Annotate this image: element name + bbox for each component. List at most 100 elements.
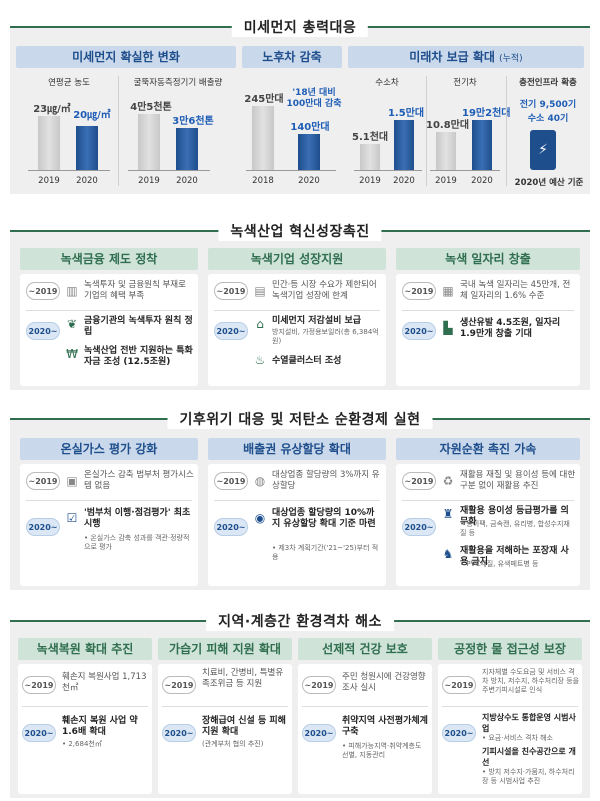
year: 2019 <box>38 176 60 186</box>
divider <box>118 76 119 186</box>
card-restoration: ~2019 훼손지 복원사업 1,713천㎡ 2020~ 훼손지 복원 사업 약… <box>18 664 152 794</box>
text: 대상업종 할당량의 3%까지 유상할당 <box>272 470 380 491</box>
card-water: ~2019 지자체별 수도요금 및 서비스 격차 방치, 저수지, 하수처리장 … <box>438 664 582 794</box>
bar <box>298 134 320 170</box>
year: 2019 <box>138 176 160 186</box>
bar <box>176 128 198 170</box>
text: 수열클러스터 조성 <box>272 356 342 366</box>
text: 재활용 용이성 등급평가를 의무화 <box>460 506 569 527</box>
text: 민간·등 시장 수요가 제한되어 녹색기업 성장에 한계 <box>272 280 377 301</box>
text: 훼손지 복원사업 1,713천㎡ <box>62 672 147 693</box>
section-title: 기후위기 대응 및 저탄소 순환경제 실현 <box>167 409 433 429</box>
card-company: ~2019 ▤ 민간·등 시장 수요가 제한되어 녹색기업 성장에 한계 202… <box>208 274 386 386</box>
divider <box>506 76 507 186</box>
monitor-icon: ▣ <box>66 474 78 488</box>
value: 1.5만대 <box>387 108 425 119</box>
tag-after: 2020~ <box>442 724 476 742</box>
value: 10.8만대 <box>426 120 470 131</box>
section-title: 녹색산업 혁신성장촉진 <box>218 221 382 241</box>
tag-after: 2020~ <box>162 724 196 742</box>
recycle-icon: ♻ <box>442 474 454 488</box>
tag-before: ~2019 <box>214 282 248 300</box>
tag-after: 2020~ <box>22 724 56 742</box>
tag-after: 2020~ <box>26 518 60 536</box>
chart-icon: ▦ <box>442 284 454 298</box>
tag-after: 2020~ <box>402 518 436 536</box>
card-humidifier: ~2019 치료비, 간병비, 특별유족조위금 등 지원 2020~ 장해급여 … <box>158 664 292 794</box>
tag-before: ~2019 <box>442 676 476 694</box>
text: 취약지역 사전평가체계 구축 <box>342 716 428 737</box>
tag-before: ~2019 <box>402 472 436 490</box>
header-future-label: 미래차 보급 확대 <box>409 50 495 64</box>
header-health: 선제적 건강 보호 <box>298 638 432 660</box>
section-title: 지역·계층간 환경격차 해소 <box>206 611 394 631</box>
header-future-car: 미래차 보급 확대 (누적) <box>348 46 584 68</box>
card-ghg: ~2019 ▣ 온실가스 감축 범부처 평가시스템 없음 2020~ ☑ '범부… <box>20 464 198 586</box>
year: 2019 <box>435 176 457 186</box>
h2-stations: 수소 40기 <box>527 114 569 124</box>
text: 방지설비, 가정용보일러(총 6,384억원) <box>272 328 379 345</box>
text: 지방상수도 통합운영 시범사업 <box>482 713 576 733</box>
barrier-icon: ▤ <box>254 284 266 298</box>
bar <box>76 126 98 170</box>
ev-chargers: 전기 9,500기 <box>519 100 577 110</box>
card-health: ~2019 주민 청원시에 건강영향 조사 실시 2020~ 취약지역 사전평가… <box>298 664 432 794</box>
text: 녹색투자 및 금융원칙 부재로 기업의 혜택 부족 <box>84 280 186 301</box>
header-green-jobs: 녹색 일자리 창출 <box>396 248 580 270</box>
text: • 온실가스 감축 성과를 객관·정량적으로 평가 <box>84 534 190 551</box>
text: 치료비, 간병비, 특별유족조위금 등 지원 <box>202 668 284 689</box>
text: • 2,684천㎡ <box>62 740 102 748</box>
text: 생산유발 4.5조원, 일자리 1.9만개 창출 기대 <box>460 318 561 339</box>
money-bag-icon: ◍ <box>254 474 266 488</box>
value: 23㎍/㎥ <box>33 104 71 115</box>
divider <box>426 76 427 186</box>
bar <box>360 144 380 170</box>
bar <box>252 106 274 170</box>
text: • 요금·서비스 격차 해소 <box>482 734 553 742</box>
text: 재활용을 저해하는 포장재 사용 금지 <box>460 546 569 567</box>
tag-before: ~2019 <box>26 472 60 490</box>
text: 녹색산업 전반 지원하는 특화자금 조성 (12.5조원) <box>84 346 193 367</box>
separator <box>214 310 380 311</box>
separator <box>442 706 578 707</box>
city-icon: ▙ <box>443 321 453 335</box>
year: 2020 <box>76 176 98 186</box>
value: 3만6천톤 <box>172 116 214 127</box>
year: 2020 <box>471 176 493 186</box>
bottle-icon: ♞ <box>442 547 454 561</box>
separator <box>302 706 428 707</box>
header-green-company: 녹색기업 성장지원 <box>208 248 386 270</box>
charger-icon: ⚡ <box>530 130 556 170</box>
header-ghg: 온실가스 평가 강화 <box>20 438 198 460</box>
tag-before: ~2019 <box>402 282 436 300</box>
text: 주민 청원시에 건강영향 조사 실시 <box>342 672 426 693</box>
text: • 피해가능지역·취약계층도 선별, 지동관리 <box>342 742 422 759</box>
text: • PVC재질, 유색페트병 등 <box>460 560 539 568</box>
tag-after: 2020~ <box>402 322 436 340</box>
header-emission-rights: 배출권 유상할당 확대 <box>208 438 386 460</box>
year: 2020 <box>176 176 198 186</box>
bolt-icon: ⚡ <box>538 142 548 158</box>
value: 140만대 <box>290 122 330 133</box>
value: 5.1천대 <box>352 132 389 143</box>
axis <box>128 170 210 171</box>
text: 온실가스 감축 범부처 평가시스템 없음 <box>84 470 194 491</box>
bar <box>394 120 414 170</box>
text: 미세먼지 저감설비 보급 <box>272 316 362 326</box>
header-future-note: (누적) <box>499 54 523 64</box>
axis <box>246 170 336 171</box>
house-icon: ⌂ <box>256 317 264 331</box>
chart-label-ev: 전기차 <box>453 78 477 88</box>
tag-before: ~2019 <box>26 282 60 300</box>
value: 245만대 <box>244 94 284 105</box>
card-emission: ~2019 ◍ 대상업종 할당량의 3%까지 유상할당 2020~ ◉ 대상업종… <box>208 464 386 586</box>
text: 금융기관의 녹색투자 원칙 정립 <box>84 316 193 337</box>
tag-before: ~2019 <box>162 676 196 694</box>
year: 2020 <box>298 176 320 186</box>
tag-before: ~2019 <box>214 472 248 490</box>
text: 훼손지 복원 사업 약 1.6배 확대 <box>62 716 138 737</box>
value: 19만2천대 <box>462 108 511 119</box>
factory-icon: ♨ <box>254 353 266 367</box>
bar <box>472 120 492 170</box>
